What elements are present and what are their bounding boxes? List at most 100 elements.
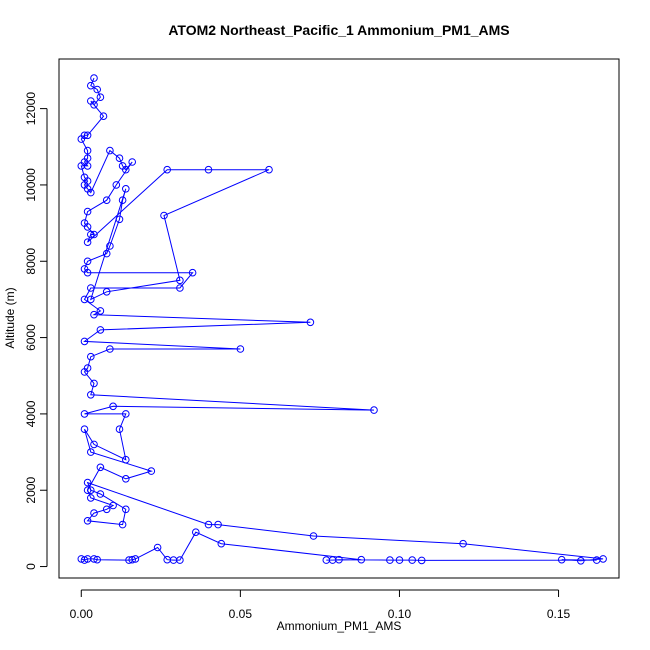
y-tick-label: 0 xyxy=(24,563,38,570)
data-point xyxy=(102,288,111,296)
data-point xyxy=(192,528,200,537)
data-point xyxy=(80,556,89,564)
data-point xyxy=(87,486,95,495)
data-point xyxy=(83,517,92,525)
data-point xyxy=(90,379,98,388)
data-point xyxy=(115,425,124,434)
data-point xyxy=(176,284,184,292)
y-tick-label: 4000 xyxy=(24,400,38,427)
data-point xyxy=(557,555,566,564)
data-point xyxy=(128,158,136,166)
data-point xyxy=(163,165,171,174)
data-point xyxy=(577,557,585,565)
y-axis: 0 2000 4000 6000 8000 10000 12000 xyxy=(24,92,48,570)
data-point xyxy=(306,318,315,327)
data-point xyxy=(217,539,226,548)
x-tick-label: 0.00 xyxy=(70,607,94,621)
data-point xyxy=(87,188,95,197)
data-point xyxy=(265,165,273,174)
data-point xyxy=(386,556,394,564)
data-point xyxy=(80,410,89,418)
data-point xyxy=(204,165,213,174)
data-point xyxy=(87,494,95,502)
y-tick-label: 2000 xyxy=(24,477,38,504)
data-point xyxy=(122,505,130,514)
data-point xyxy=(102,196,111,204)
data-point xyxy=(83,268,92,277)
data-point xyxy=(122,165,130,174)
data-point xyxy=(309,532,318,540)
data-point xyxy=(80,425,89,434)
data-point xyxy=(176,276,184,285)
data-point xyxy=(96,490,105,498)
data-point xyxy=(77,135,86,143)
data-point xyxy=(236,345,245,353)
data-point xyxy=(90,74,98,82)
data-point xyxy=(96,463,105,472)
y-tick-label: 8000 xyxy=(24,248,38,275)
data-point xyxy=(87,391,95,399)
series-points xyxy=(77,74,607,565)
data-point xyxy=(87,81,95,90)
data-point xyxy=(77,555,86,563)
data-point xyxy=(118,520,127,529)
data-point xyxy=(99,112,108,120)
data-point xyxy=(93,85,101,94)
data-point xyxy=(128,555,136,564)
data-point xyxy=(106,345,114,353)
data-point xyxy=(80,295,89,304)
data-point xyxy=(459,539,467,548)
data-point xyxy=(90,440,98,449)
y-tick-label: 12000 xyxy=(24,92,38,126)
data-point xyxy=(106,146,114,155)
data-point xyxy=(90,310,98,319)
data-point xyxy=(147,467,156,475)
data-point xyxy=(109,402,117,411)
data-point xyxy=(83,486,92,495)
data-point xyxy=(87,284,95,292)
data-point xyxy=(83,207,92,216)
data-point xyxy=(122,475,130,483)
data-point xyxy=(83,478,92,487)
data-point xyxy=(214,520,222,529)
x-tick-label: 0.10 xyxy=(388,607,412,621)
data-point xyxy=(87,230,95,239)
data-point xyxy=(102,249,111,258)
data-point xyxy=(370,406,378,414)
data-point xyxy=(93,555,101,564)
data-point xyxy=(83,146,92,155)
data-point xyxy=(96,326,105,334)
series-line xyxy=(80,77,604,562)
data-point xyxy=(87,448,95,456)
data-point xyxy=(90,509,98,517)
x-tick-label: 0.05 xyxy=(229,607,253,621)
data-point xyxy=(83,257,92,266)
data-point xyxy=(122,455,130,464)
data-point xyxy=(109,501,117,510)
data-point xyxy=(417,556,426,565)
data-point xyxy=(90,230,98,239)
data-point xyxy=(408,556,417,564)
chart-title: ATOM2 Northeast_Pacific_1 Ammonium_PM1_A… xyxy=(168,22,509,38)
data-point xyxy=(102,505,111,514)
y-tick-label: 10000 xyxy=(24,168,38,202)
data-point xyxy=(77,162,86,170)
data-point xyxy=(357,555,366,564)
data-point xyxy=(83,238,92,246)
data-point xyxy=(80,337,89,346)
data-point xyxy=(160,211,168,220)
plot-frame xyxy=(58,58,620,579)
data-point xyxy=(163,555,171,564)
data-point xyxy=(83,131,92,140)
series-path xyxy=(80,77,604,562)
data-point xyxy=(188,268,197,277)
data-point xyxy=(87,352,95,361)
data-point xyxy=(115,154,124,162)
x-tick-label: 0.15 xyxy=(547,607,571,621)
data-point xyxy=(153,543,162,552)
x-axis: 0.00 0.05 0.10 0.15 xyxy=(70,589,571,621)
data-point xyxy=(83,223,92,231)
data-point xyxy=(87,97,95,105)
data-point xyxy=(112,181,121,189)
